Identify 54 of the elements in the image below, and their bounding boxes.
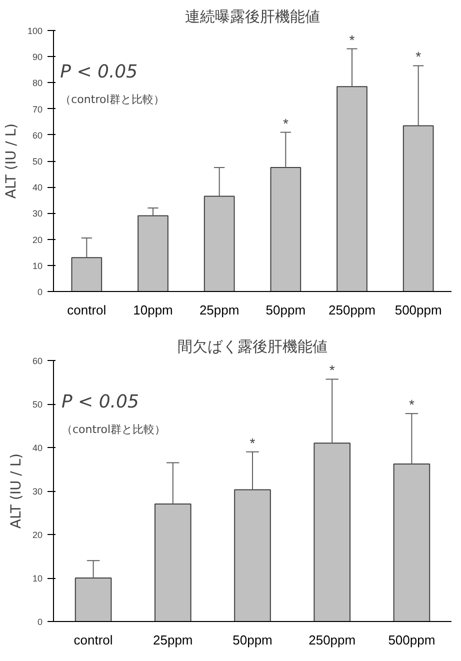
x-tick-label: 250ppm [308,632,356,648]
y-tick-label: 100 [27,26,43,36]
annotation: （control群と比較） [60,93,164,106]
x-tick-label: 50ppm [232,632,272,648]
bar [204,196,235,292]
bar [234,489,271,622]
bar [393,464,430,622]
y-tick-label: 50 [32,156,43,166]
y-tick-label: 60 [32,356,43,366]
chart-title: 連続曝露後肝機能値 [185,8,320,26]
y-tick-label: 20 [32,530,43,540]
x-tick-label: 500ppm [394,302,442,318]
bar [154,504,192,622]
bar [336,86,368,292]
x-tick-label: control [67,302,106,318]
y-axis-title: ALT (IU / L) [3,123,20,199]
bar [270,167,302,292]
y-tick-label: 30 [32,486,43,496]
x-tick-label: 500ppm [388,632,436,648]
annotation: * [282,115,289,132]
bar [402,125,434,292]
annotation: P < 0.05 [60,62,138,83]
x-tick-label: 25ppm [153,632,193,648]
x-tick-label: control [74,632,113,648]
y-tick-label: 0 [37,617,43,627]
y-tick-label: 30 [32,208,43,219]
y-tick-label: 10 [32,574,43,584]
annotation: * [349,32,356,48]
y-tick-label: 40 [32,443,43,453]
y-axis-title: ALT (IU / L) [8,453,24,529]
annotation: * [329,362,336,378]
y-tick-label: 60 [32,130,43,140]
bar [138,215,168,292]
y-tick-label: 40 [32,182,43,193]
y-tick-label: 90 [32,52,43,62]
annotation: * [250,434,256,451]
bar [314,442,351,622]
y-tick-label: 70 [32,104,43,114]
y-tick-label: 0 [37,287,43,297]
y-tick-label: 20 [32,234,43,245]
y-tick-label: 80 [32,78,43,88]
annotation: * [416,48,422,65]
chart-title: 間欠ばく露後肝機能値 [178,338,328,356]
x-tick-label: 10ppm [133,302,173,318]
x-tick-label: 50ppm [266,302,306,318]
annotation: （control群と比較） [61,423,166,436]
x-tick-label: 25ppm [199,302,240,318]
annotation: * [408,396,415,413]
bar [74,578,112,622]
bar [71,257,102,292]
y-tick-label: 50 [32,400,43,410]
annotation: P < 0.05 [61,392,139,413]
x-tick-label: 250ppm [328,302,376,318]
y-tick-label: 10 [32,260,43,271]
